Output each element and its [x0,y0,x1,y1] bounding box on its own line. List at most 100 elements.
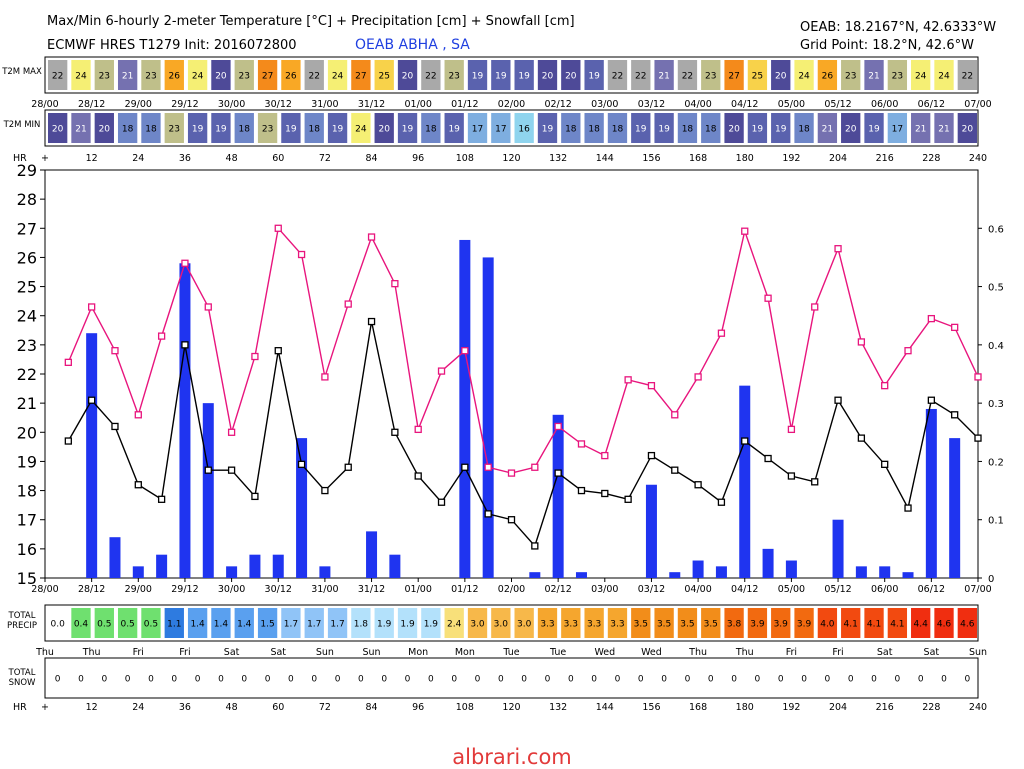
y-tick-label: 19 [17,452,37,471]
precip-value: 3.9 [774,620,789,630]
t2m-min-value: 18 [682,125,694,135]
precip-bar [925,408,937,578]
precip-cell [421,608,441,638]
t2m-max-cell [491,60,511,90]
t2m-max-cell [561,60,581,90]
snow-cell [584,661,604,695]
t2m-min-cell [911,113,931,143]
precip-value: 1.4 [214,620,229,630]
tmax-point [741,227,749,235]
t2m-max-value: 27 [262,72,273,82]
t2m-max-cell [584,60,604,90]
t2m-min-value: 20 [52,125,64,135]
total-snow-strip [44,657,979,699]
date-tick-label: 03/12 [638,99,665,110]
t2m-max-value: 24 [798,72,810,82]
precip-cell [117,608,138,638]
precip-value: 0.5 [144,620,158,630]
t2m-max-cell [421,60,441,90]
date-tick-label: 31/12 [358,99,385,110]
precip-value: 1.4 [190,620,205,630]
t2m-min-cell [444,113,464,143]
t2m-max-value: 19 [472,72,484,82]
precip-value: 1.7 [307,620,321,630]
snow-value: 0 [941,675,947,685]
hr-label: HR [13,702,27,713]
tmin-point [437,498,446,506]
precip-cell [677,608,698,638]
snow-cell [654,661,674,695]
precip-value: 3.5 [634,620,648,630]
precip-value: 4.1 [890,620,904,630]
tmax-point [461,347,469,355]
t2m-max-value: 23 [239,72,250,82]
t2m-min-cell [304,113,324,143]
date-tick-label: 01/00 [405,584,432,595]
precip-cell [957,608,977,638]
tmax-point [227,428,236,436]
t2m-max-value: 23 [145,72,156,82]
t2m-max-strip [44,56,979,94]
t2m-min-value: 17 [472,125,483,135]
t2m-max-value: 20 [565,72,577,82]
tmax-point [88,303,96,311]
snow-value: 0 [78,675,84,685]
tmax-point [134,411,142,419]
t2m-max-cell [304,60,324,90]
date-tick-label: 03/12 [638,584,665,595]
t2m-max-value: 26 [822,72,834,82]
snow-value: 0 [731,675,737,685]
day-tick-label: Wed [594,647,615,658]
precip-cell [164,608,184,638]
snow-value: 0 [615,675,621,685]
snow-cell [421,661,441,695]
precip-bar [692,560,704,578]
date-tick-label: 02/00 [498,99,525,110]
t2m-min-cell [864,113,884,143]
precip-value: 3.5 [704,620,718,630]
precip-cell [327,608,348,638]
tmax-point [811,303,819,311]
snow-value: 0 [451,675,457,685]
snow-cell [397,661,418,695]
precip-bar [249,554,261,578]
hour-tick-label: 192 [782,702,800,713]
snow-value: 0 [148,675,154,685]
tmin-point [694,481,702,489]
t2m-min-strip [44,109,979,147]
t2m-min-value: 18 [588,125,600,135]
y-tick-label: 24 [17,307,37,326]
t2m-min-cell [467,113,488,143]
y2-tick-label: 0.6 [988,224,1004,235]
t2m-max-value: 20 [542,72,554,82]
hour-tick-label: 96 [412,702,424,713]
hour-tick-label: 156 [642,702,660,713]
day-tick-label: Sun [363,647,381,658]
t2m-min-value: 19 [192,125,204,135]
snow-value: 0 [125,675,131,685]
precip-value: 3.0 [494,620,509,630]
y2-tick-label: 0 [988,574,994,585]
tmin-point [647,451,656,460]
t2m-max-cell [164,60,184,90]
t2m-max-cell [117,60,138,90]
t2m-min-value: 19 [868,125,880,135]
day-tick-label: Sat [924,647,940,658]
t2m-min-value: 21 [938,125,949,135]
hour-tick-label: 48 [226,153,238,164]
snow-value: 0 [778,675,784,685]
tmax-point [157,332,166,340]
precip-cell [864,608,884,638]
snow-value: 0 [918,675,924,685]
precip-value: 3.8 [727,620,742,630]
tmin-point [601,489,609,498]
precip-cell [304,608,324,638]
date-tick-label: 04/12 [731,99,758,110]
t2m-min-cell [817,113,838,143]
t2m-max-cell [374,60,394,90]
t2m-max-cell [514,60,534,90]
snow-value: 0 [195,675,201,685]
hour-tick-label: 216 [876,153,894,164]
snow-value: 0 [55,675,61,685]
